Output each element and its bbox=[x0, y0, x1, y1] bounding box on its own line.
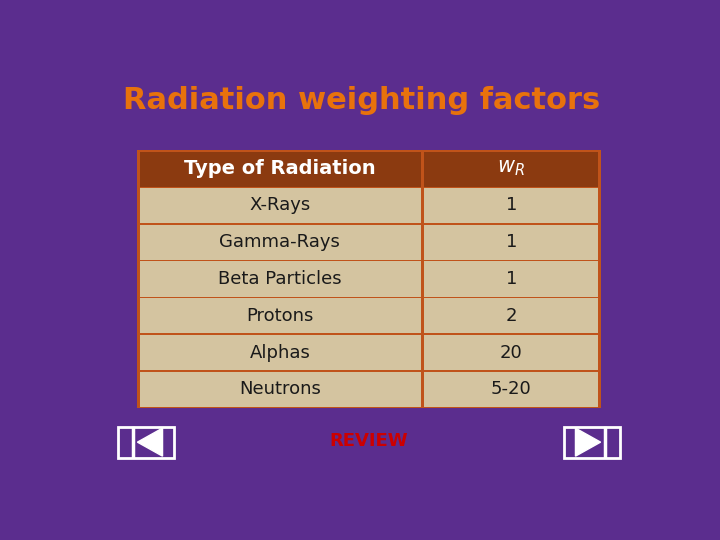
Text: 1: 1 bbox=[505, 233, 517, 251]
Text: 20: 20 bbox=[500, 343, 523, 362]
Bar bbox=[140, 188, 598, 223]
Bar bbox=[140, 152, 598, 187]
Text: Type of Radiation: Type of Radiation bbox=[184, 159, 376, 178]
Text: Beta Particles: Beta Particles bbox=[218, 270, 342, 288]
Bar bbox=[564, 427, 620, 458]
Text: Gamma-Rays: Gamma-Rays bbox=[220, 233, 341, 251]
Bar bbox=[140, 225, 598, 260]
Text: 1: 1 bbox=[505, 270, 517, 288]
Text: Neutrons: Neutrons bbox=[239, 380, 321, 399]
Polygon shape bbox=[138, 428, 163, 456]
Text: Protons: Protons bbox=[246, 307, 313, 325]
Bar bbox=[118, 427, 174, 458]
Polygon shape bbox=[575, 428, 600, 456]
Text: $w_R$: $w_R$ bbox=[498, 158, 526, 178]
Text: Radiation weighting factors: Radiation weighting factors bbox=[124, 86, 600, 114]
Text: 5-20: 5-20 bbox=[491, 380, 532, 399]
Bar bbox=[140, 261, 598, 296]
Bar bbox=[420, 150, 424, 408]
Bar bbox=[140, 372, 598, 407]
Text: 1: 1 bbox=[505, 196, 517, 214]
Text: Alphas: Alphas bbox=[249, 343, 310, 362]
Text: REVIEW: REVIEW bbox=[330, 432, 408, 450]
Bar bbox=[140, 335, 598, 370]
Text: 2: 2 bbox=[505, 307, 517, 325]
Bar bbox=[138, 150, 600, 408]
Bar bbox=[140, 298, 598, 333]
Text: X-Rays: X-Rays bbox=[249, 196, 310, 214]
